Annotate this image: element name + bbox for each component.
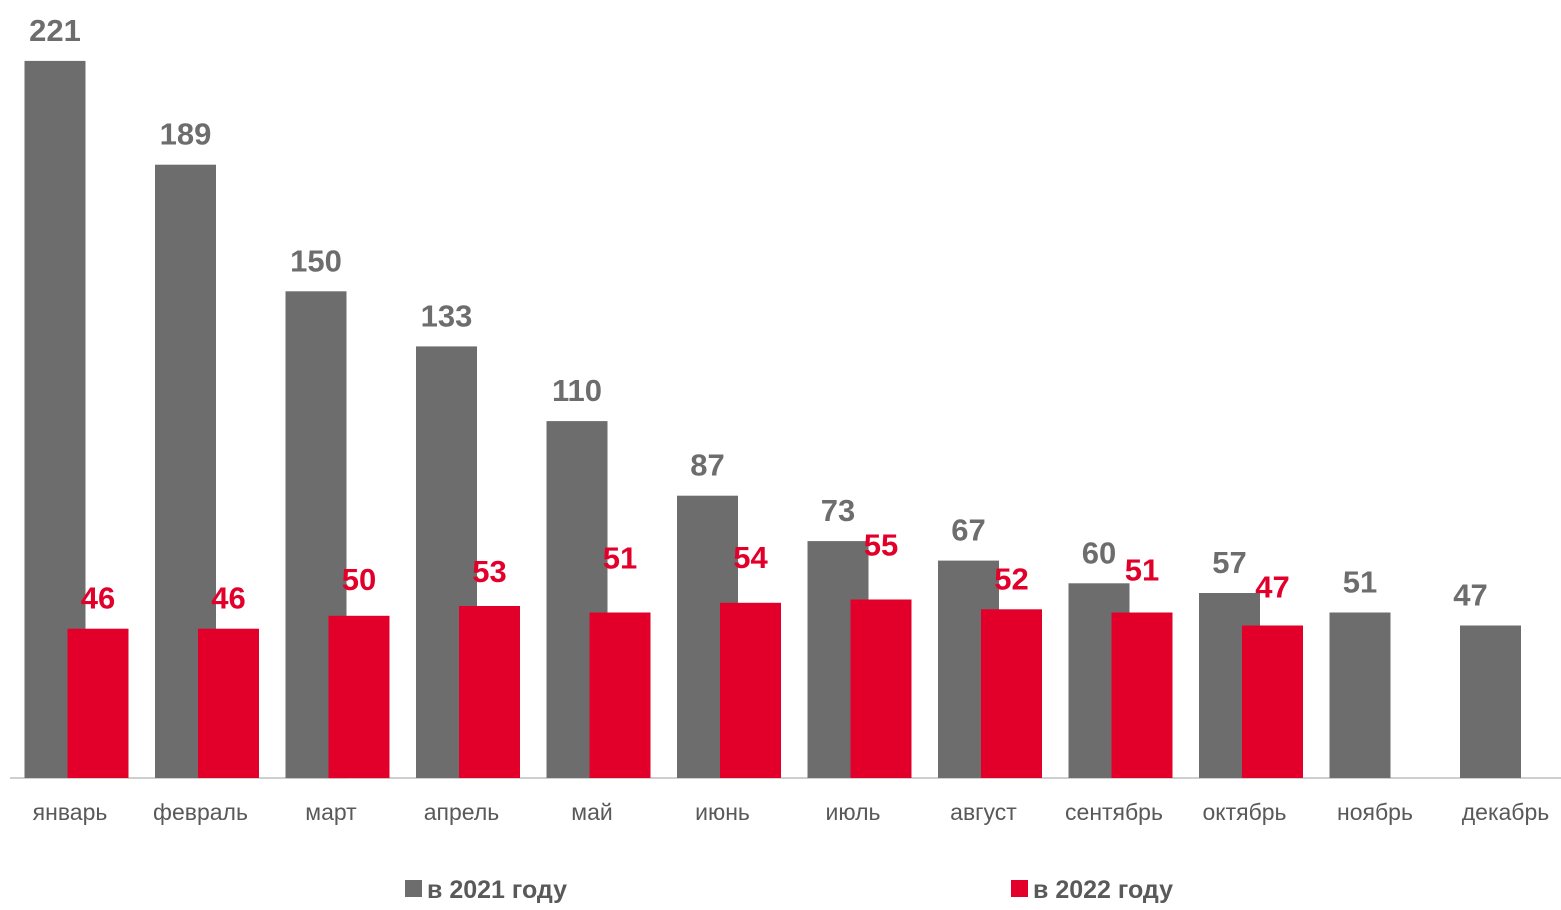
bar-2022 xyxy=(981,609,1042,778)
data-label-2021: 189 xyxy=(160,117,212,152)
bar-2022 xyxy=(328,615,390,779)
x-tick-label: июнь xyxy=(695,799,750,825)
data-label-2021: 51 xyxy=(1343,565,1377,600)
data-label-2021: 73 xyxy=(821,493,855,528)
x-tick-label: октябрь xyxy=(1202,799,1286,825)
data-label-2022: 53 xyxy=(472,554,506,589)
data-label-2021: 60 xyxy=(1082,535,1116,570)
data-label-2022: 46 xyxy=(81,581,115,616)
x-tick-label: май xyxy=(571,799,612,825)
bar-2022 xyxy=(720,602,781,778)
bar-2022 xyxy=(1242,625,1303,778)
legend-swatch xyxy=(1011,880,1028,897)
bar-2021 xyxy=(1329,612,1391,778)
data-label-2022: 51 xyxy=(603,541,637,576)
x-tick-label: август xyxy=(950,799,1017,825)
data-label-2022: 50 xyxy=(342,562,376,597)
legend-label: в 2021 году xyxy=(427,876,567,904)
x-tick-label: сентябрь xyxy=(1065,799,1163,825)
x-tick-label: февраль xyxy=(153,799,248,825)
bar-2022 xyxy=(67,628,129,778)
data-label-2021: 67 xyxy=(951,513,985,548)
data-label-2022: 54 xyxy=(733,540,768,575)
data-label-2021: 221 xyxy=(29,13,81,48)
data-label-2021: 57 xyxy=(1212,545,1246,580)
x-tick-label: апрель xyxy=(424,799,499,825)
x-tick-label: март xyxy=(305,799,357,825)
data-label-2021: 150 xyxy=(290,243,342,278)
data-label-2021: 87 xyxy=(690,448,724,483)
data-label-2021: 133 xyxy=(421,298,473,333)
data-label-2022: 52 xyxy=(994,561,1028,596)
legend-label: в 2022 году xyxy=(1033,876,1173,904)
x-tick-label: июль xyxy=(826,799,881,825)
data-label-2022: 46 xyxy=(211,581,245,616)
x-tick-label: ноябрь xyxy=(1337,799,1413,825)
bar-2022 xyxy=(459,606,520,778)
x-tick-label: январь xyxy=(33,799,108,825)
bar-2022 xyxy=(850,599,912,778)
data-label-2022: 55 xyxy=(864,528,898,563)
bar-2021 xyxy=(1460,625,1521,778)
bar-2022 xyxy=(589,612,651,778)
data-label-2021: 47 xyxy=(1453,578,1487,613)
bar-2022 xyxy=(198,628,259,778)
legend-swatch xyxy=(405,880,422,897)
data-label-2021: 110 xyxy=(552,373,602,408)
bar-2022 xyxy=(1111,612,1173,778)
x-tick-label: декабрь xyxy=(1462,799,1550,825)
data-label-2022: 47 xyxy=(1255,570,1289,605)
data-label-2022: 51 xyxy=(1125,553,1159,588)
